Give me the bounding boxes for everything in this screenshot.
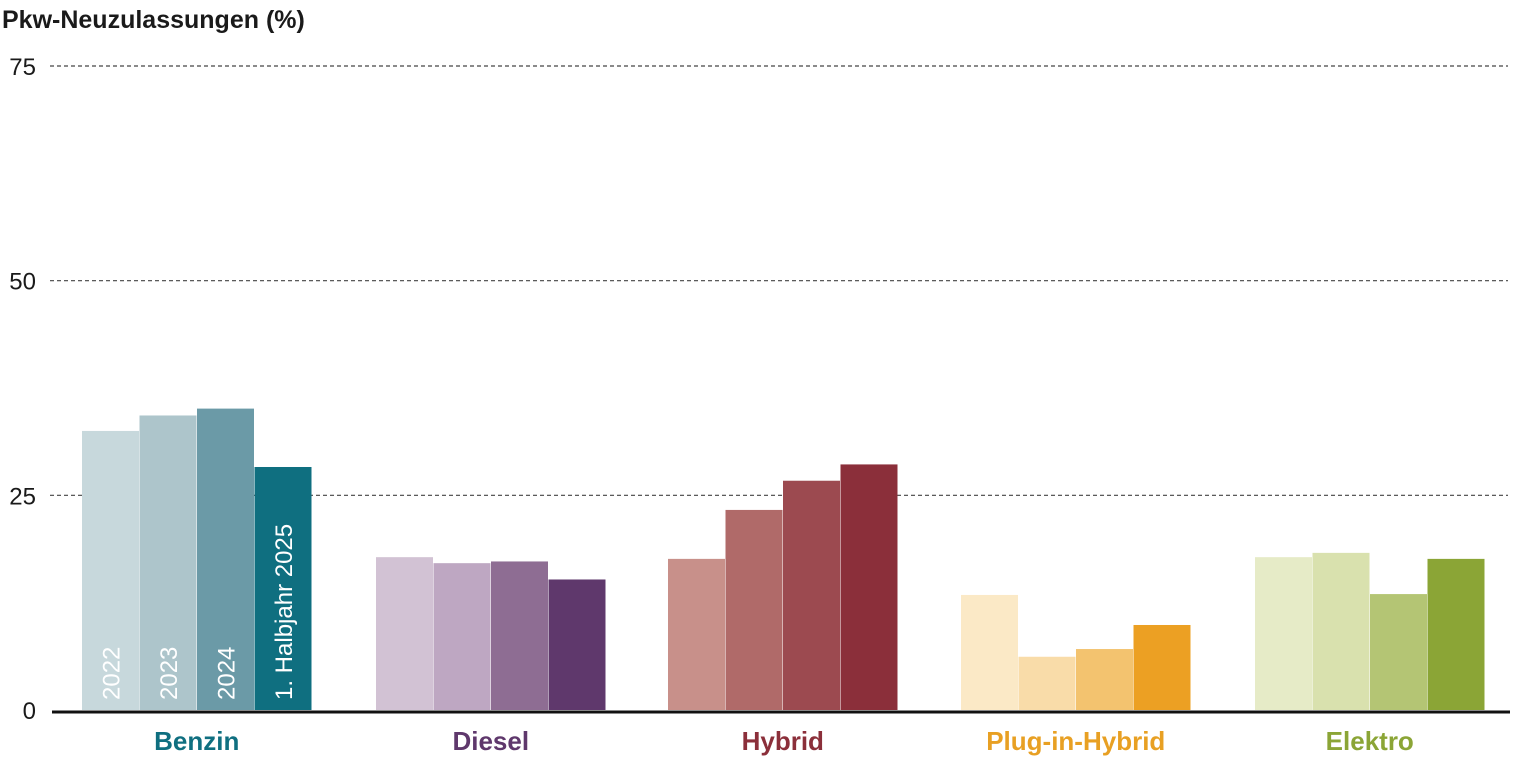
y-tick-label: 25 [9, 483, 36, 510]
bar-benzin-3 [254, 466, 312, 710]
bar-hybrid-1 [725, 509, 783, 710]
category-label: Elektro [1326, 726, 1414, 756]
series-labels: 2022 2023 2024 1. Halbjahr 2025 [99, 524, 299, 700]
bar-benzin-2 [197, 408, 254, 710]
bar-plug-in-hybrid-2 [1076, 649, 1133, 710]
bar-diesel-2 [491, 561, 548, 710]
bar-benzin-0 [82, 430, 139, 710]
category-label: Diesel [452, 726, 529, 756]
bar-diesel-1 [433, 563, 491, 710]
category-label: Hybrid [742, 726, 824, 756]
y-axis-title: Pkw-Neuzulassungen (%) [2, 6, 305, 34]
y-tick-labels: 0 25 50 75 [9, 54, 36, 725]
bar-diesel-3 [548, 579, 606, 710]
category-labels: Benzin Diesel Hybrid Plug-in-Hybrid Elektro [154, 726, 1414, 756]
y-tick-label: 50 [9, 269, 36, 296]
bar-elektro-0 [1255, 557, 1312, 710]
bar-plug-in-hybrid-3 [1133, 624, 1191, 710]
bar-plug-in-hybrid-1 [1018, 656, 1076, 710]
bar-elektro-3 [1427, 558, 1485, 710]
series-label: 2023 [156, 647, 183, 700]
bar-benzin-1 [139, 415, 197, 710]
bar-elektro-2 [1370, 594, 1427, 710]
bar-diesel-0 [376, 557, 433, 710]
series-label: 2024 [214, 647, 241, 700]
gridlines [50, 65, 1508, 496]
bar-plug-in-hybrid-0 [961, 594, 1018, 710]
y-tick-label: 0 [23, 698, 36, 725]
bars [82, 408, 1485, 710]
bar-elektro-1 [1312, 552, 1370, 710]
series-label: 2022 [99, 647, 126, 700]
category-label: Plug-in-Hybrid [986, 726, 1165, 756]
y-tick-label: 75 [9, 54, 36, 81]
category-label: Benzin [154, 726, 239, 756]
series-label: 1. Halbjahr 2025 [271, 524, 298, 700]
bar-hybrid-3 [840, 464, 898, 710]
bar-hybrid-2 [783, 480, 840, 710]
bar-hybrid-0 [668, 558, 725, 710]
